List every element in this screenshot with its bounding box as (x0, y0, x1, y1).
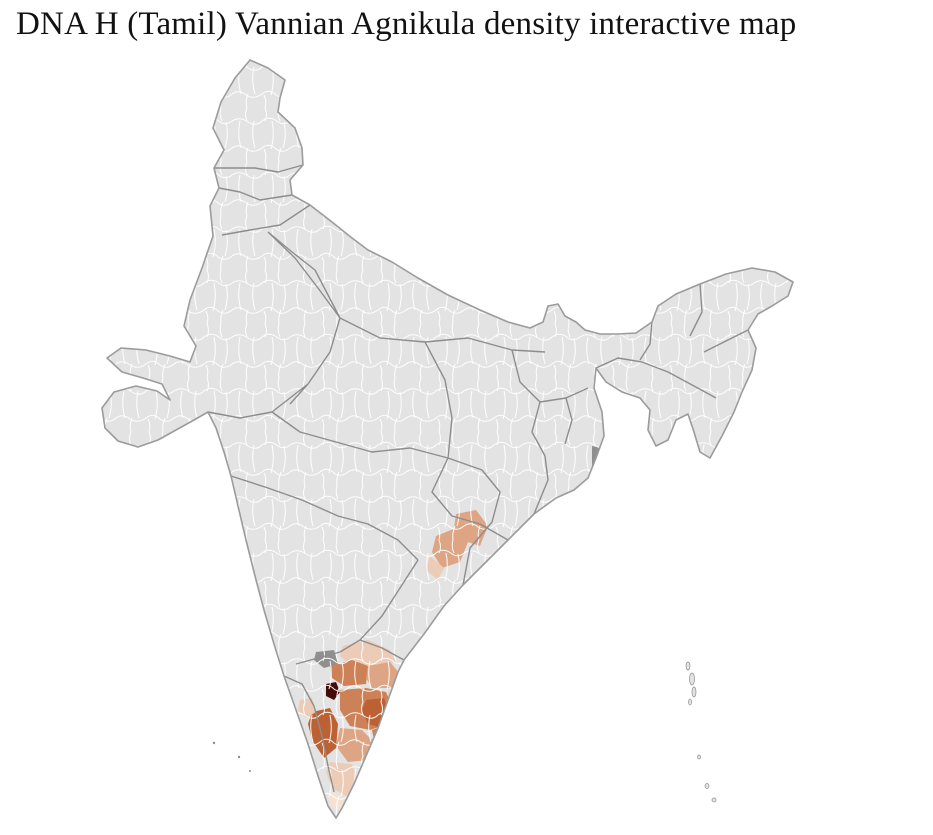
lakshadweep-islands[interactable] (212, 741, 251, 772)
map-title: DNA H (Tamil) Vannian Agnikula density i… (16, 6, 797, 42)
state-borders (207, 164, 749, 793)
state-border-layer (207, 164, 749, 793)
andaman-nicobar-islands[interactable] (685, 661, 717, 803)
